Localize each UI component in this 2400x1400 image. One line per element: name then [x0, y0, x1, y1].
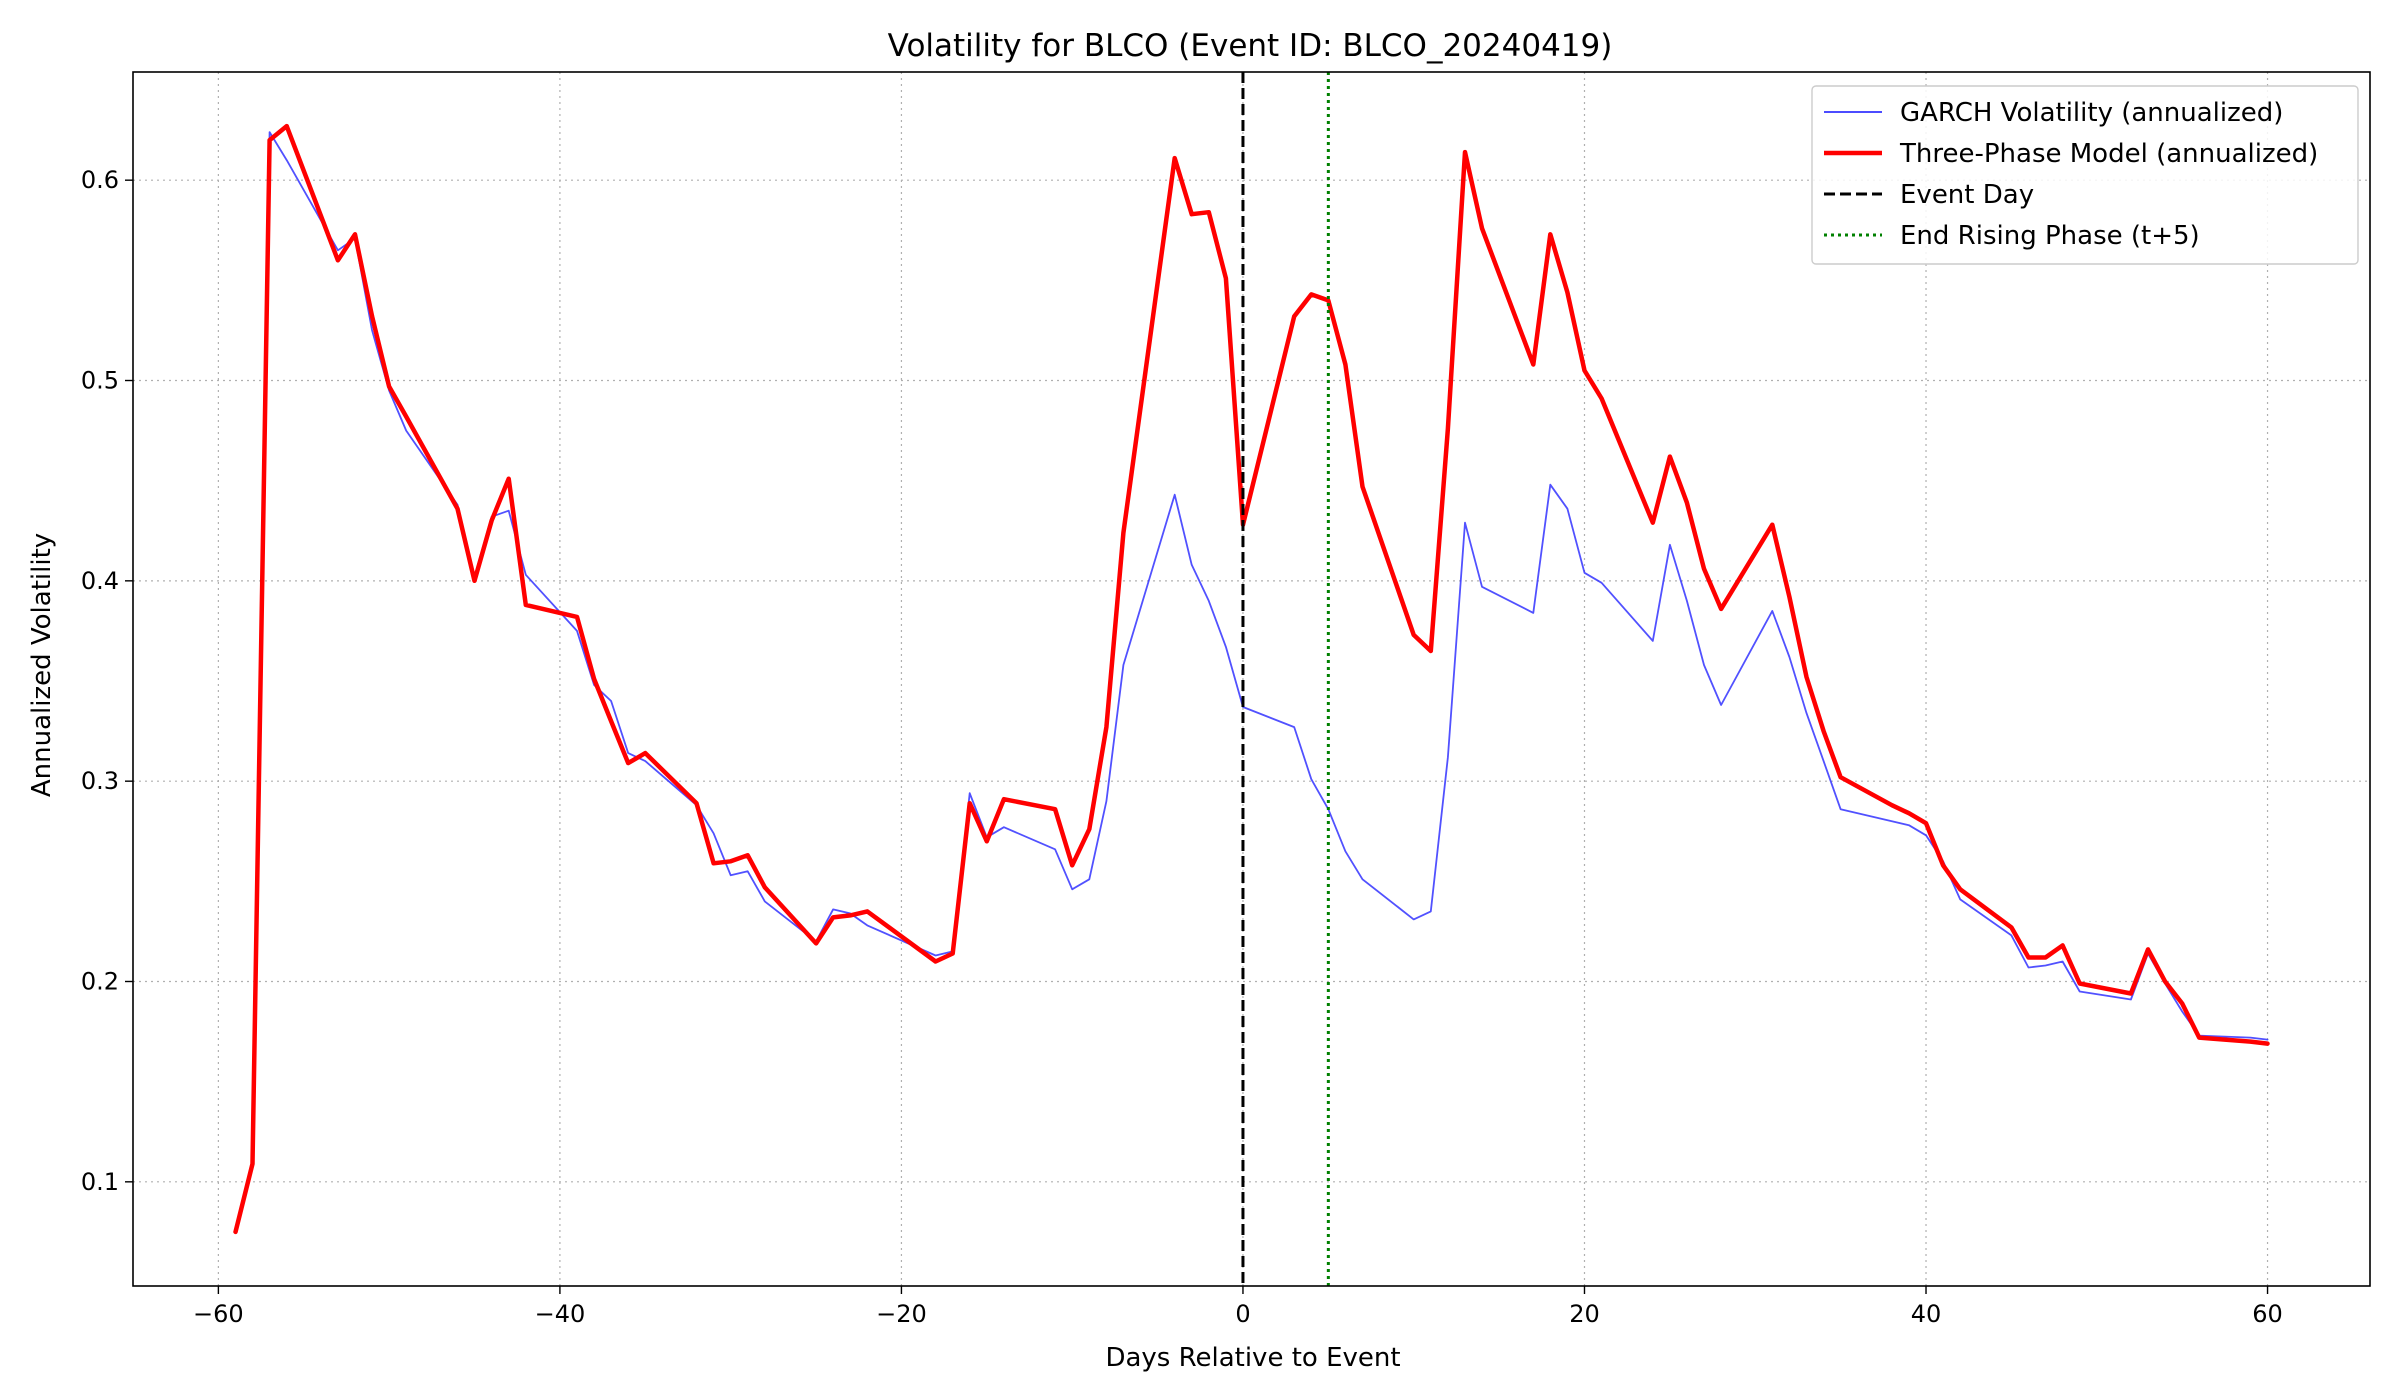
legend: GARCH Volatility (annualized) Three-Phase…: [1811, 85, 2359, 265]
x-tick-label: −20: [876, 1300, 927, 1328]
x-tick-label: 60: [2252, 1300, 2283, 1328]
chart-title: Volatility for BLCO (Event ID: BLCO_2024…: [888, 28, 1613, 64]
plot-frame: [132, 71, 2371, 1287]
y-axis-label: Annualized Volatility: [27, 533, 57, 797]
x-axis-ticks: −60 −40 −20 0 20 40 60: [193, 1286, 2283, 1328]
y-tick-label: 0.3: [81, 767, 119, 795]
y-tick-label: 0.5: [81, 367, 119, 395]
x-tick-label: 40: [1911, 1300, 1942, 1328]
x-tick-label: −60: [193, 1300, 244, 1328]
legend-three-phase-label: Three-Phase Model (annualized): [1899, 139, 2318, 169]
legend-event-day-label: Event Day: [1900, 180, 2034, 210]
y-tick-label: 0.4: [81, 567, 119, 595]
legend-box: [1811, 85, 2359, 265]
y-axis-ticks: 0.1 0.2 0.3 0.4 0.5 0.6: [81, 166, 133, 1196]
y-tick-label: 0.2: [81, 967, 119, 995]
y-tick-label: 0.6: [81, 166, 119, 194]
y-tick-label: 0.1: [81, 1168, 119, 1196]
grid: [133, 72, 2370, 1286]
x-tick-label: 20: [1569, 1300, 1600, 1328]
x-axis-label: Days Relative to Event: [1105, 1343, 1400, 1373]
legend-end-rising-phase-label: End Rising Phase (t+5): [1900, 221, 2200, 251]
plot-lines: [233, 72, 2270, 1286]
legend-garch-label: GARCH Volatility (annualized): [1900, 98, 2283, 128]
x-tick-label: −40: [535, 1300, 586, 1328]
x-tick-label: 0: [1235, 1300, 1250, 1328]
